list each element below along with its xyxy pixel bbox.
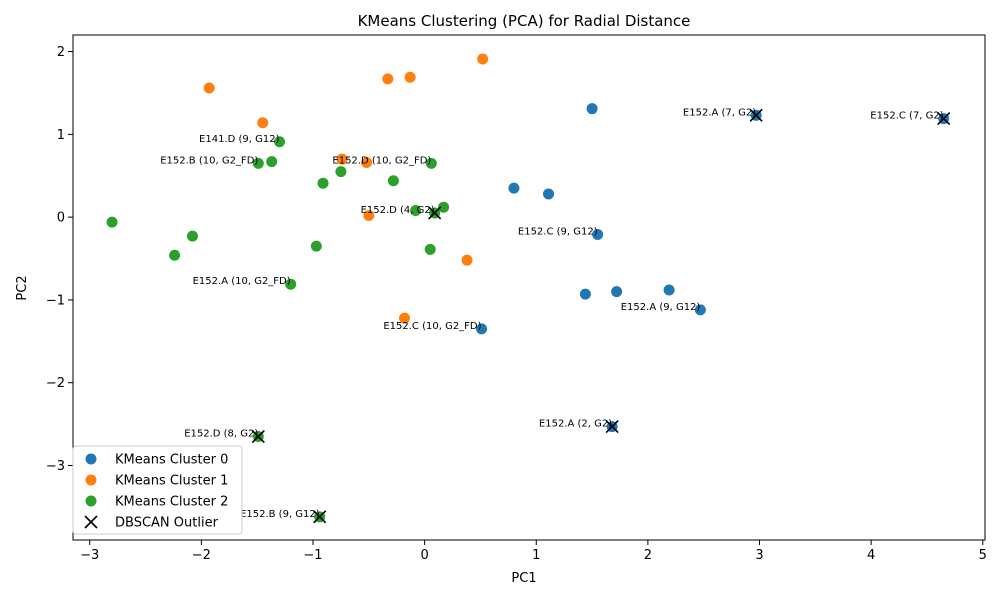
dbscan-outlier-marker [937, 112, 951, 126]
legend-marker-kmeans-cluster-0 [85, 453, 97, 465]
y-axis-title: PC2 [15, 275, 30, 300]
y-tick-label: −1 [46, 293, 65, 308]
point-annotation: E152.D (4, G2) [361, 205, 435, 216]
kmeans-cluster-2-point [169, 249, 181, 261]
x-tick-label: −2 [192, 548, 211, 563]
point-annotation: E152.C (7, G2) [870, 111, 943, 122]
point-annotations: E152.A (7, G2) E152.C (7, G2) E141.D (9, G… [160, 107, 944, 520]
kmeans-cluster-0-point [579, 288, 591, 300]
dbscan-outlier-marker [251, 429, 265, 444]
x-tick-label: 0 [420, 548, 428, 563]
kmeans-cluster-2-point [266, 156, 278, 168]
kmeans-cluster-2-point [425, 157, 437, 169]
kmeans-cluster-2-point [106, 216, 118, 228]
kmeans-cluster-0-point [586, 103, 598, 115]
kmeans-cluster-2-point [285, 278, 297, 290]
chart-title: KMeans Clustering (PCA) for Radial Dista… [358, 12, 691, 30]
point-annotation: E152.A (2, G2) [539, 419, 612, 430]
legend-marker-kmeans-cluster-1 [85, 474, 97, 486]
legend-marker-dbscan-outlier [84, 515, 98, 529]
kmeans-cluster-0-point [611, 286, 623, 298]
y-tick-label: 2 [57, 45, 65, 60]
kmeans-cluster-2-point [424, 243, 436, 255]
x-axis-title: PC1 [511, 571, 536, 586]
legend-box [72, 445, 243, 535]
dbscan-outlier-marker [313, 510, 327, 524]
point-annotation: E152.A (7, G2) [683, 107, 756, 118]
x-axis: −3 −2 −1 0 1 2 3 4 5 [80, 540, 987, 563]
kmeans-cluster-2-point [310, 240, 322, 252]
point-annotation: E152.B (9, G12) [240, 509, 320, 520]
legend-label-dbscan-outlier: DBSCAN Outlier [115, 516, 219, 531]
y-axis: −3 −2 −1 0 1 2 [46, 45, 73, 474]
legend-marker-kmeans-cluster-2 [85, 495, 97, 507]
point-annotation: E141.D (9, G12) [199, 134, 280, 145]
y-tick-label: 0 [57, 211, 65, 226]
kmeans-cluster-0-point [663, 284, 675, 296]
kmeans-cluster-1-point [257, 117, 269, 129]
point-annotation: E152.D (8, G2) [184, 429, 258, 440]
kmeans-cluster-1-point [477, 53, 489, 65]
point-annotation: E152.B (10, G2_FD) [160, 155, 258, 166]
legend: KMeans Cluster 0 KMeans Cluster 1 KMeans C… [72, 445, 243, 535]
x-tick-label: 4 [867, 548, 875, 563]
kmeans-cluster-2-point [186, 230, 198, 242]
kmeans-cluster-1-point [336, 153, 348, 165]
kmeans-cluster-1-point [203, 82, 215, 94]
legend-label-kmeans-cluster-0: KMeans Cluster 0 [115, 453, 228, 468]
x-tick-label: −3 [80, 548, 99, 563]
kmeans-cluster-2-point [252, 157, 264, 169]
kmeans-cluster-2-point [274, 136, 286, 148]
kmeans-cluster-2-point [438, 201, 450, 213]
kmeans-cluster-2-point [335, 166, 347, 178]
y-tick-label: −3 [46, 459, 65, 474]
x-tick-label: 1 [532, 548, 540, 563]
legend-label-kmeans-cluster-1: KMeans Cluster 1 [115, 474, 228, 489]
kmeans-cluster-0-point [694, 304, 706, 316]
kmeans-cluster-0-point [508, 182, 520, 194]
point-annotation: E152.D (10, G2_FD) [332, 155, 431, 166]
kmeans-cluster-0-point [543, 188, 555, 200]
dbscan-outlier-marker [749, 108, 763, 122]
kmeans-cluster-0-point [592, 229, 604, 241]
point-annotation: E152.C (10, G2_FD) [383, 321, 481, 332]
kmeans-cluster-1-point [461, 254, 473, 266]
point-annotation: E152.C (9, G12) [518, 227, 598, 238]
kmeans-cluster-1-point [382, 73, 394, 85]
x-tick-label: 2 [644, 548, 652, 563]
kmeans-cluster-2-point [387, 175, 399, 187]
kmeans-cluster-2-point [317, 177, 329, 189]
y-tick-label: 1 [57, 128, 65, 143]
legend-label-kmeans-cluster-2: KMeans Cluster 2 [115, 495, 228, 510]
kmeans-cluster-0-point [476, 323, 488, 335]
point-annotation: E152.A (9, G12) [621, 302, 701, 313]
x-tick-label: 5 [979, 548, 987, 563]
kmeans-cluster-1-point [363, 209, 375, 221]
x-tick-label: 3 [755, 548, 763, 563]
kmeans-cluster-1-point [404, 71, 416, 83]
x-tick-label: −1 [303, 548, 322, 563]
point-annotation: E152.A (10, G2_FD) [193, 276, 291, 287]
kmeans-cluster-2-point [410, 205, 422, 217]
kmeans-cluster-1-point [361, 156, 373, 168]
dbscan-outlier-marker [605, 420, 619, 434]
data-points [106, 53, 951, 524]
kmeans-cluster-1-point [399, 312, 411, 324]
y-tick-label: −2 [46, 376, 65, 391]
dbscan-outlier-marker [428, 206, 442, 220]
